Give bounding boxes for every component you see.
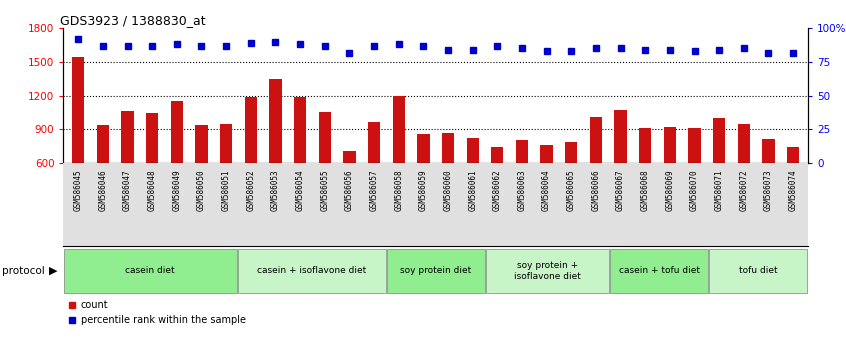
Text: GSM586069: GSM586069 [666, 170, 674, 211]
Bar [639, 128, 651, 230]
Bar [614, 110, 627, 230]
Bar [442, 132, 454, 230]
Bar [492, 147, 503, 230]
Bar [72, 57, 85, 230]
Text: GSM586052: GSM586052 [246, 170, 255, 211]
Bar [238, 249, 386, 293]
Bar [466, 138, 479, 230]
Text: GSM586053: GSM586053 [271, 170, 280, 211]
Text: casein + tofu diet: casein + tofu diet [618, 266, 700, 275]
Text: GSM586050: GSM586050 [197, 170, 206, 211]
Text: GSM586071: GSM586071 [715, 170, 723, 211]
Bar [244, 97, 257, 230]
Text: casein + isoflavone diet: casein + isoflavone diet [257, 266, 366, 275]
Bar [269, 79, 282, 230]
Bar [516, 141, 528, 230]
Bar [64, 249, 237, 293]
Bar [541, 145, 552, 230]
Text: GSM586074: GSM586074 [788, 170, 798, 211]
Bar [762, 139, 775, 230]
Text: GSM586059: GSM586059 [419, 170, 428, 211]
Text: GDS3923 / 1388830_at: GDS3923 / 1388830_at [60, 14, 206, 27]
Bar [171, 101, 183, 230]
Text: protocol: protocol [2, 266, 45, 276]
Text: GSM586051: GSM586051 [222, 170, 231, 211]
Bar [121, 111, 134, 230]
Bar [689, 128, 700, 230]
Bar [294, 97, 306, 230]
Text: GSM586045: GSM586045 [74, 170, 83, 211]
Text: soy protein +
isoflavone diet: soy protein + isoflavone diet [514, 261, 581, 280]
Bar [610, 249, 708, 293]
Text: GSM586049: GSM586049 [173, 170, 181, 211]
Text: GSM586061: GSM586061 [468, 170, 477, 211]
Bar [738, 124, 750, 230]
Text: soy protein diet: soy protein diet [400, 266, 471, 275]
Bar [417, 134, 430, 230]
Text: GSM586047: GSM586047 [123, 170, 132, 211]
Text: GSM586046: GSM586046 [98, 170, 107, 211]
Text: GSM586067: GSM586067 [616, 170, 625, 211]
Bar [393, 96, 405, 230]
Text: GSM586062: GSM586062 [493, 170, 502, 211]
Bar [96, 125, 109, 230]
Bar [787, 147, 799, 230]
Text: GSM586063: GSM586063 [518, 170, 526, 211]
Text: GSM586073: GSM586073 [764, 170, 773, 211]
Bar [590, 117, 602, 230]
Bar [368, 122, 380, 230]
Text: GSM586064: GSM586064 [542, 170, 551, 211]
Bar [486, 249, 609, 293]
Text: GSM586070: GSM586070 [690, 170, 699, 211]
Text: GSM586054: GSM586054 [295, 170, 305, 211]
Text: GSM586048: GSM586048 [148, 170, 157, 211]
Text: GSM586055: GSM586055 [321, 170, 329, 211]
Text: GSM586072: GSM586072 [739, 170, 749, 211]
Text: GSM586060: GSM586060 [443, 170, 453, 211]
Legend: count, percentile rank within the sample: count, percentile rank within the sample [69, 301, 246, 325]
Text: tofu diet: tofu diet [739, 266, 777, 275]
Bar [319, 113, 331, 230]
Text: GSM586058: GSM586058 [394, 170, 404, 211]
Bar [713, 118, 725, 230]
Bar [343, 150, 355, 230]
Text: GSM586065: GSM586065 [567, 170, 576, 211]
Text: GSM586066: GSM586066 [591, 170, 601, 211]
Text: GSM586056: GSM586056 [345, 170, 354, 211]
Text: GSM586057: GSM586057 [370, 170, 378, 211]
Bar [664, 127, 676, 230]
Text: ▶: ▶ [49, 266, 58, 276]
Text: GSM586068: GSM586068 [640, 170, 650, 211]
Bar [146, 113, 158, 230]
Bar [195, 125, 207, 230]
Bar [220, 124, 233, 230]
Text: casein diet: casein diet [125, 266, 175, 275]
Bar [565, 142, 578, 230]
Bar [387, 249, 485, 293]
Bar [709, 249, 807, 293]
